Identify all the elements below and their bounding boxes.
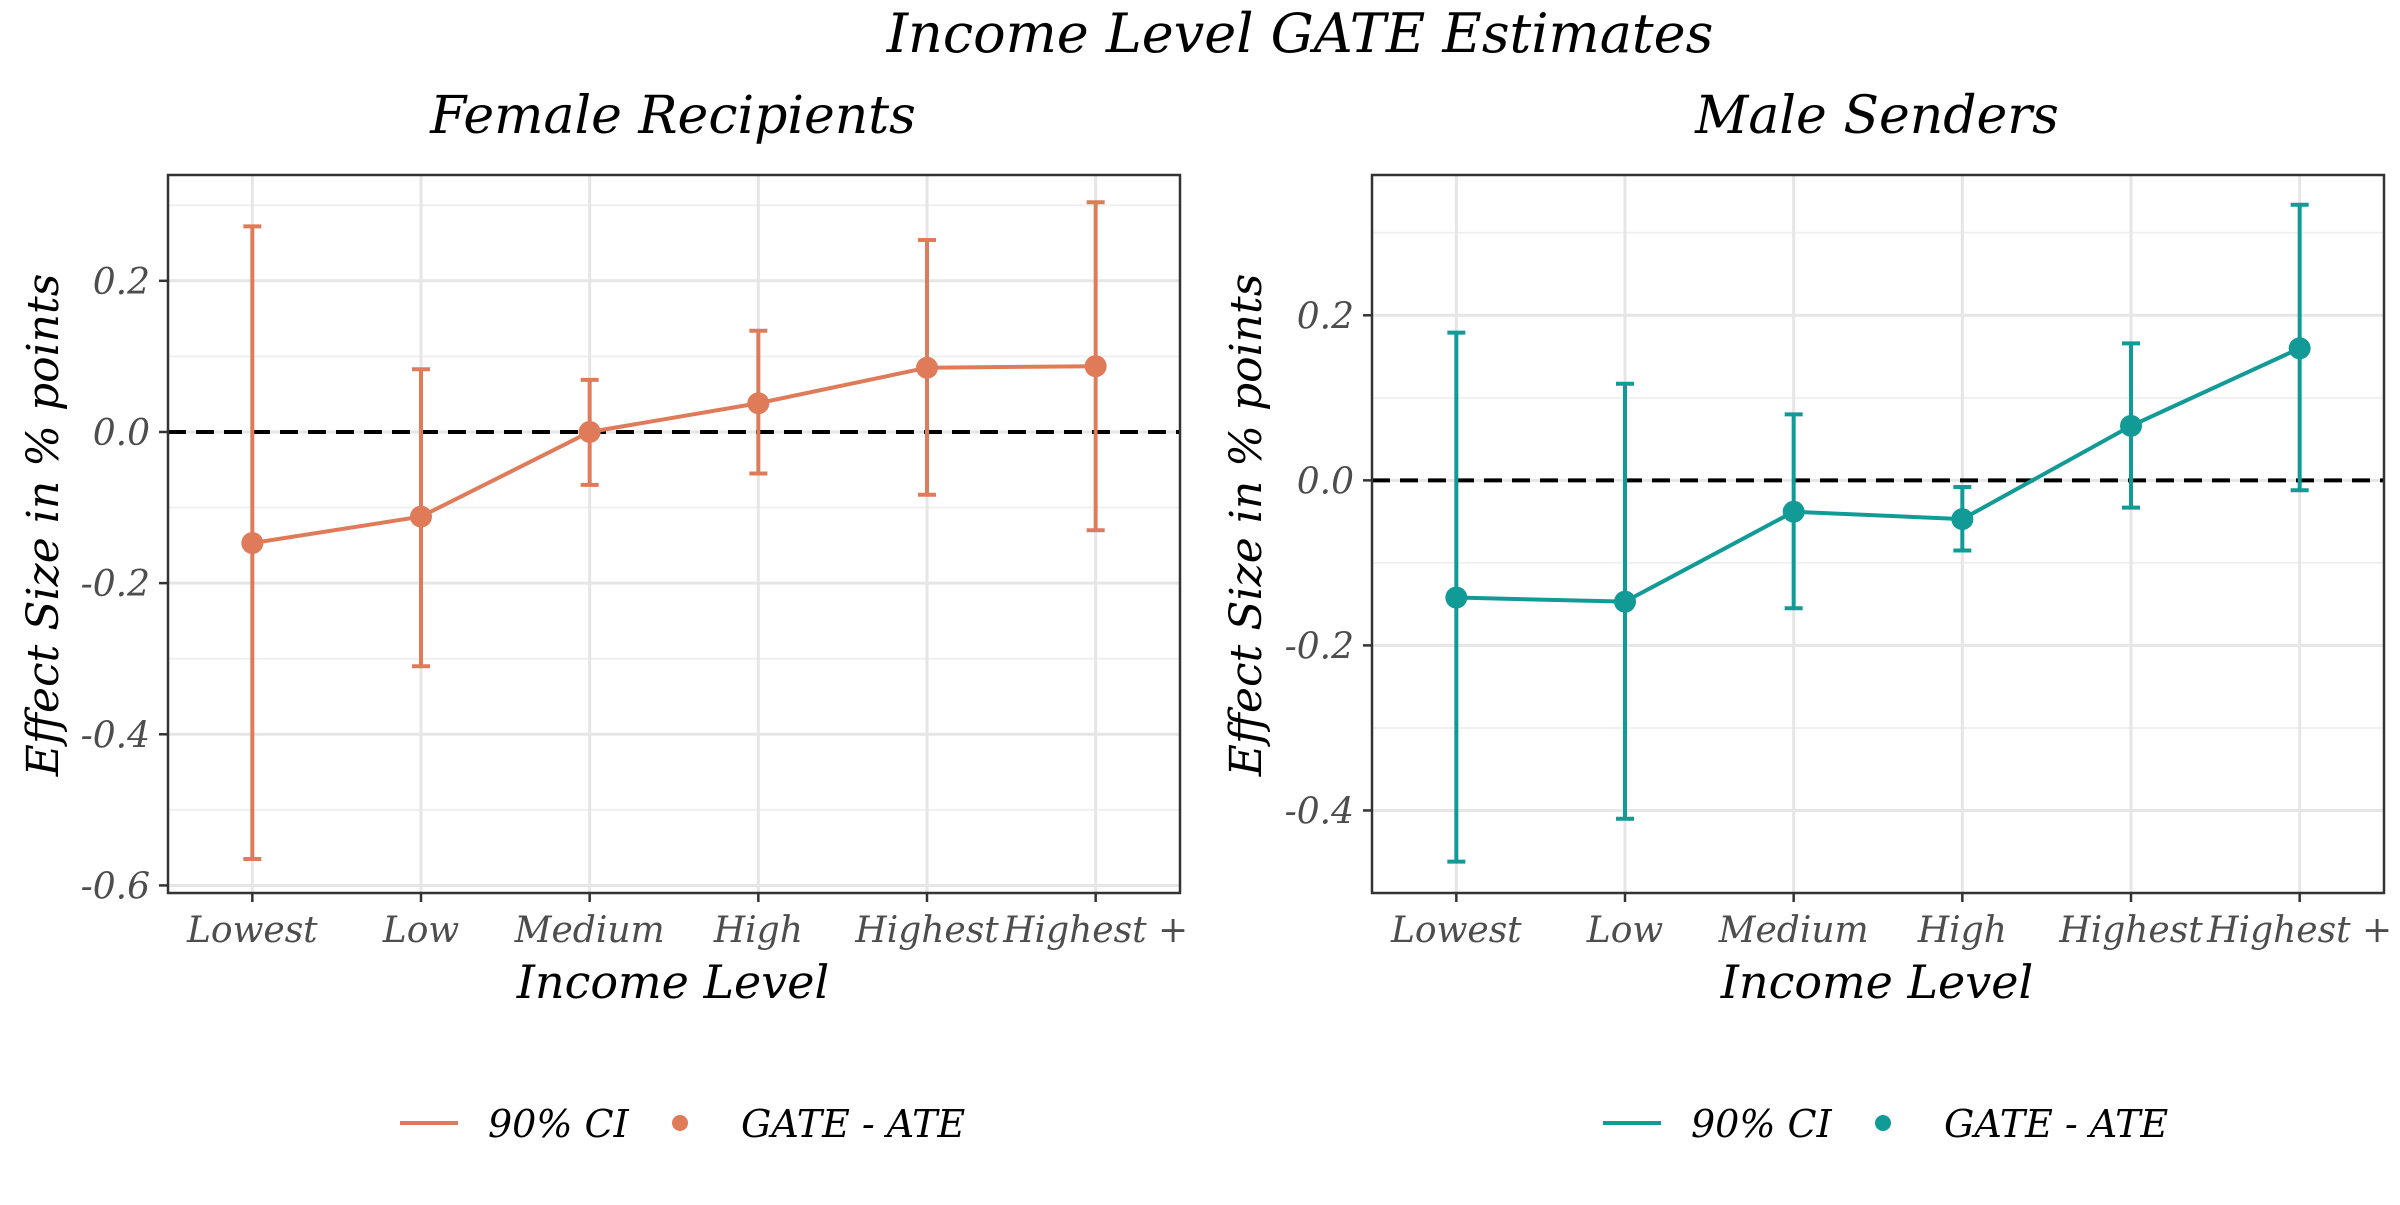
y-tick-label: -0.2	[1285, 626, 1354, 667]
y-axis-label: Effect Size in % points	[1221, 274, 1272, 778]
gate-point	[1614, 590, 1636, 613]
gate-point	[1084, 355, 1107, 378]
y-tick-label: 0.2	[1297, 296, 1354, 337]
legend-point-label: GATE - ATE	[1944, 1102, 2169, 1146]
legend-female-recipients: 90% CI GATE - ATE	[400, 1102, 966, 1146]
gate-point	[2288, 337, 2311, 360]
x-tick-label: High	[1917, 910, 2007, 951]
gate-point	[747, 392, 770, 415]
gate-point	[1782, 500, 1805, 523]
x-tick-label: Highest +	[1002, 910, 1188, 951]
panel-female-recipients: Female Recipients Effect Size in % point…	[18, 86, 1188, 1009]
legend-male-senders: 90% CI GATE - ATE	[1603, 1102, 2169, 1146]
panel-title: Male Senders	[1694, 86, 2059, 146]
gate-point	[578, 420, 601, 443]
legend-point-swatch	[1875, 1115, 1891, 1131]
y-axis-label: Effect Size in % points	[18, 274, 69, 778]
y-tick-label: 0.0	[93, 413, 150, 454]
legend-point-swatch	[672, 1115, 688, 1131]
x-tick-label: Lowest	[1390, 910, 1522, 951]
gate-point	[1951, 508, 1974, 531]
x-axis-label: Income Level	[516, 955, 829, 1009]
x-tick-label: Low	[382, 910, 460, 951]
y-tick-label: 0.0	[1297, 461, 1354, 502]
x-tick-label: Highest	[854, 910, 999, 951]
plot-border	[166, 173, 1182, 895]
figure-title: Income Level GATE Estimates	[886, 2, 1714, 65]
y-tick-label: -0.2	[81, 564, 150, 605]
gate-point	[916, 356, 938, 379]
x-tick-label: Highest +	[2206, 910, 2392, 951]
x-tick-label: Medium	[514, 910, 665, 951]
gate-point	[410, 505, 432, 528]
legend-point-label: GATE - ATE	[741, 1102, 966, 1146]
x-tick-label: Medium	[1718, 910, 1869, 951]
y-tick-label: -0.6	[81, 866, 150, 907]
gate-line	[1456, 346, 2301, 604]
y-tick-label: 0.2	[93, 262, 150, 303]
gate-point	[2120, 414, 2142, 437]
x-axis-label: Income Level	[1720, 955, 2033, 1009]
panel-title: Female Recipients	[429, 86, 916, 146]
legend-ci-label: 90% CI	[1691, 1102, 1833, 1146]
x-tick-label: Lowest	[186, 910, 318, 951]
plot-border	[1370, 173, 2386, 895]
legend-ci-label: 90% CI	[488, 1102, 630, 1146]
y-tick-label: -0.4	[81, 715, 150, 756]
x-tick-label: Highest	[2058, 910, 2203, 951]
gate-point	[241, 532, 264, 555]
gate-point	[1445, 586, 1468, 609]
x-tick-label: Low	[1586, 910, 1664, 951]
x-tick-label: High	[713, 910, 803, 951]
y-tick-label: -0.4	[1285, 791, 1354, 832]
panel-male-senders: Male Senders Effect Size in % points Inc…	[1221, 86, 2392, 1009]
gate-line	[252, 364, 1096, 546]
